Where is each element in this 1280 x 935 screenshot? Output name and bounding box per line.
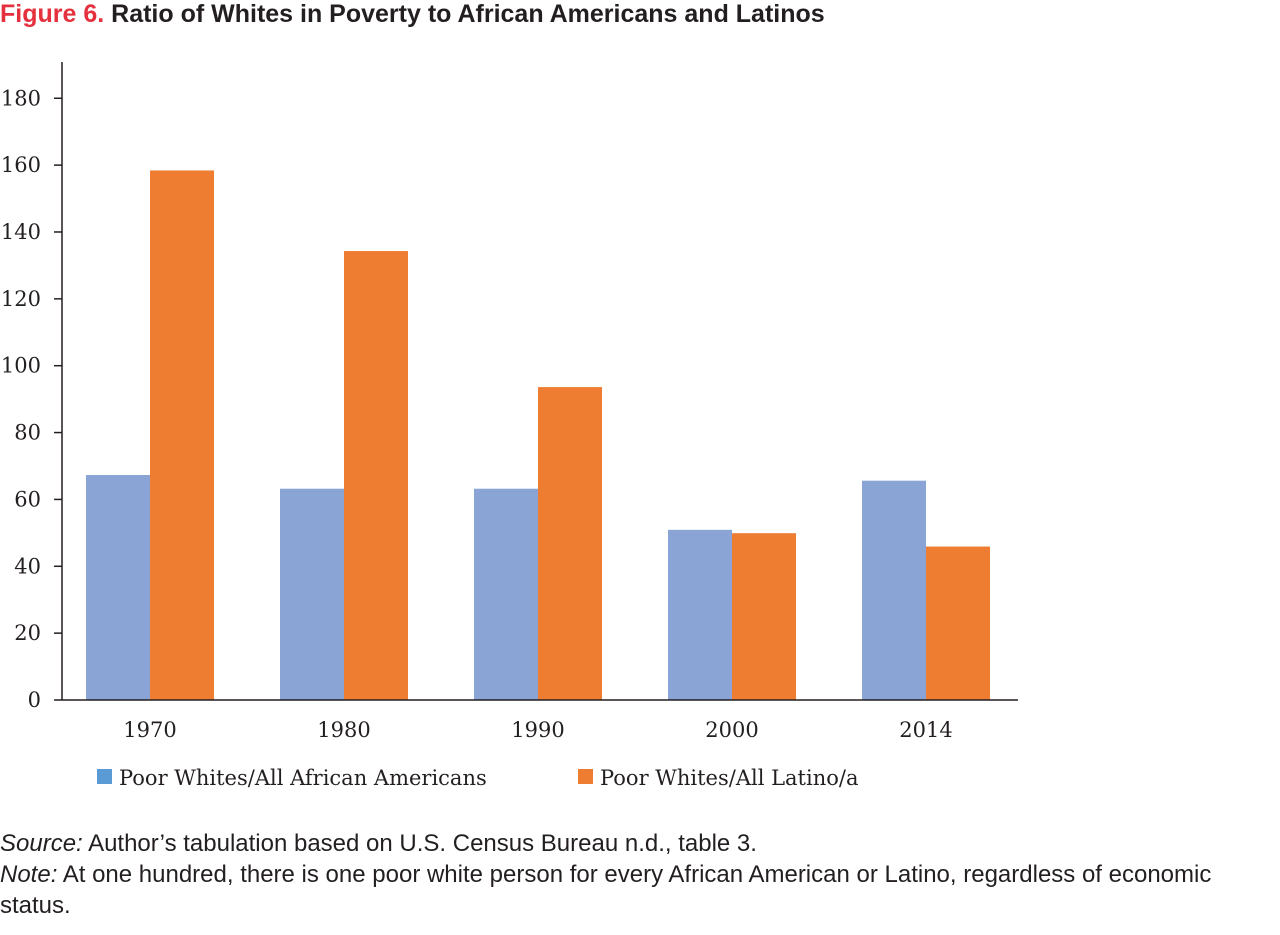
- figure-title: Figure 6. Ratio of Whites in Poverty to …: [0, 0, 825, 28]
- bar-chart: 0 20 40 60 80 100 120 140 160 180 1970 1980 1990 200…: [0, 40, 1280, 800]
- note-label: Note:: [0, 861, 57, 888]
- source-label: Source:: [0, 830, 83, 857]
- bar-latinos-2000: [732, 533, 796, 700]
- y-tick-label: 140: [1, 220, 41, 244]
- bar-african-americans-2014: [862, 481, 926, 700]
- legend-swatch: [97, 769, 112, 784]
- y-tick-label: 100: [1, 354, 41, 378]
- legend: Poor Whites/All African Americans Poor Wh…: [97, 766, 858, 790]
- bar-latinos-2014: [926, 547, 990, 700]
- note-line: Note: At one hundred, there is one poor …: [0, 859, 1280, 921]
- note-text: At one hundred, there is one poor white …: [0, 861, 1211, 919]
- x-tick-label: 1980: [317, 718, 370, 742]
- y-tick-label: 40: [14, 554, 41, 578]
- y-tick-label: 0: [28, 688, 41, 712]
- legend-label: Poor Whites/All Latino/a: [600, 766, 858, 790]
- figure-title-text: Ratio of Whites in Poverty to African Am…: [111, 0, 825, 28]
- y-axis: 0 20 40 60 80 100 120 140 160 180: [1, 62, 62, 712]
- y-tick-label: 160: [1, 153, 41, 177]
- source-text: Author’s tabulation based on U.S. Census…: [88, 830, 757, 857]
- bars: [86, 170, 990, 700]
- x-tick-label: 2014: [899, 718, 952, 742]
- y-tick-label: 20: [14, 621, 41, 645]
- x-tick-label: 1990: [511, 718, 564, 742]
- y-tick-label: 120: [1, 287, 41, 311]
- y-tick-label: 180: [1, 86, 41, 110]
- bar-african-americans-1980: [280, 489, 344, 700]
- y-tick-label: 80: [14, 421, 41, 445]
- y-tick-label: 60: [14, 487, 41, 511]
- bar-african-americans-1990: [474, 489, 538, 700]
- bar-latinos-1970: [150, 170, 214, 700]
- bar-latinos-1980: [344, 251, 408, 700]
- figure-footer: Source: Author’s tabulation based on U.S…: [0, 828, 1280, 921]
- legend-label: Poor Whites/All African Americans: [119, 766, 487, 790]
- bar-latinos-1990: [538, 387, 602, 700]
- source-line: Source: Author’s tabulation based on U.S…: [0, 828, 1280, 859]
- x-tick-label: 2000: [705, 718, 758, 742]
- figure-number: Figure 6.: [0, 0, 104, 28]
- bar-african-americans-2000: [668, 530, 732, 700]
- x-tick-label: 1970: [123, 718, 176, 742]
- bar-african-americans-1970: [86, 475, 150, 700]
- legend-swatch: [578, 769, 593, 784]
- x-axis: 1970 1980 1990 2000 2014: [62, 700, 1018, 742]
